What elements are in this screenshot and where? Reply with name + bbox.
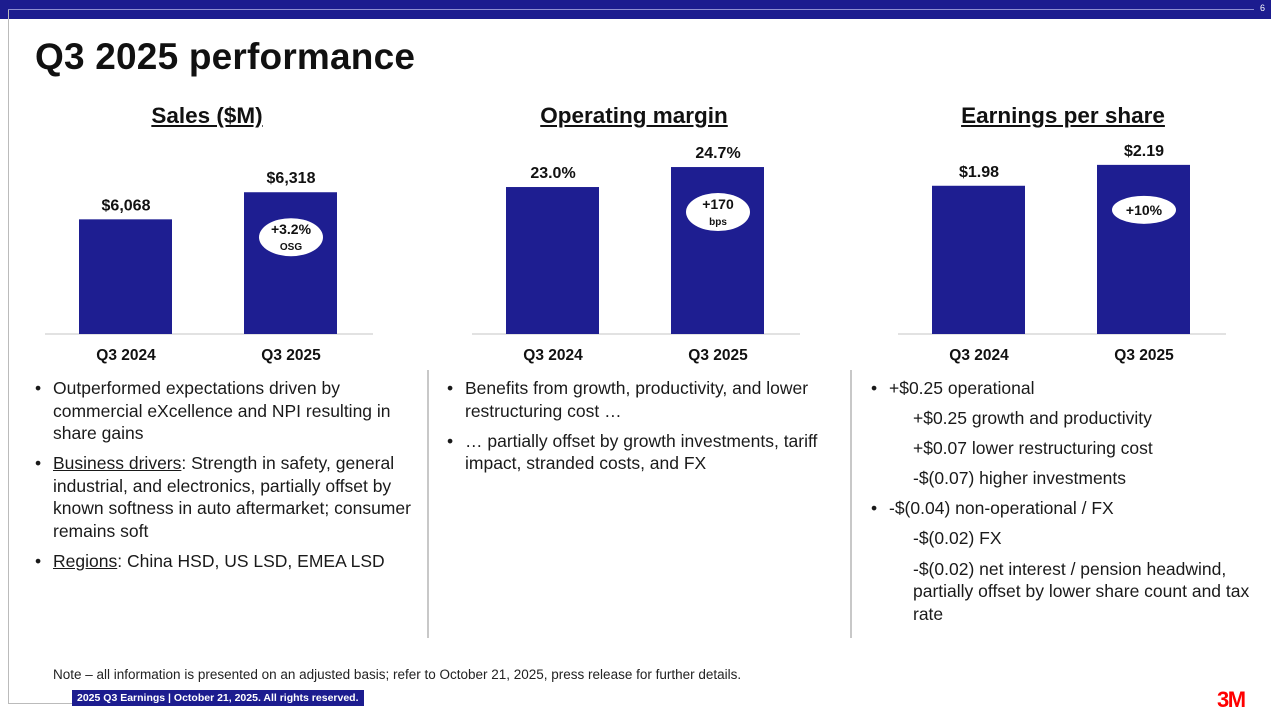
margin-commentary: Benefits from growth, productivity, and … — [447, 377, 842, 482]
bullet-text: Outperformed expectations driven by comm… — [53, 378, 391, 444]
eps-chart: $1.98 Q3 2024 $2.19 Q3 2025 +10% — [896, 140, 1226, 370]
badge-value: +3.2% — [271, 221, 312, 237]
bullet-text: -$(0.07) higher investments — [913, 468, 1127, 489]
bar-q3-2024 — [506, 187, 599, 334]
bullet-text: … partially offset by growth investments… — [465, 430, 818, 474]
category-label: Q3 2024 — [96, 347, 156, 364]
category-label: Q3 2025 — [261, 347, 321, 364]
bullet-item: Business drivers: Strength in safety, ge… — [35, 452, 425, 542]
frame-line-horizontal — [8, 703, 72, 704]
bullet-item: Regions: China HSD, US LSD, EMEA LSD — [35, 550, 425, 573]
bar-q3-2025 — [1097, 164, 1190, 334]
sub-bullet-item: +$0.25 growth and productivity — [871, 407, 1266, 430]
eps-heading: Earnings per share — [961, 103, 1165, 128]
bar-q3-2024 — [932, 185, 1025, 334]
footer-label: 2025 Q3 Earnings | October 21, 2025. All… — [72, 690, 364, 706]
bullet-item: -$(0.04) non-operational / FX — [871, 497, 1266, 520]
footnote: Note – all information is presented on a… — [53, 667, 742, 682]
sales-chart: $6,068 Q3 2024 $6,318 Q3 2025 +3.2% OSG — [43, 140, 373, 370]
bullet-text: +$0.25 growth and productivity — [913, 408, 1152, 429]
bullet-text: -$(0.02) FX — [913, 528, 1002, 549]
column-divider — [850, 370, 852, 638]
operating-margin-heading: Operating margin — [540, 103, 728, 128]
bullet-text: : Strength in safety, general industrial… — [53, 453, 411, 542]
category-label: Q3 2024 — [523, 347, 583, 364]
data-label: 23.0% — [530, 165, 575, 182]
frame-line-vertical — [8, 10, 9, 704]
bullet-label: Business drivers — [53, 453, 182, 474]
bullet-item: … partially offset by growth investments… — [447, 430, 842, 475]
sales-heading: Sales ($M) — [151, 103, 263, 128]
sub-bullet-item: -$(0.02) FX — [871, 527, 1266, 550]
chart-svg: $1.98 Q3 2024 $2.19 Q3 2025 +10% — [898, 143, 1226, 364]
chart-svg: $6,068 Q3 2024 $6,318 Q3 2025 +3.2% OSG — [45, 170, 373, 364]
data-label: $1.98 — [959, 164, 999, 181]
data-label: $2.19 — [1124, 143, 1164, 160]
change-badge — [1112, 195, 1176, 224]
operating-margin-chart: 23.0% Q3 2024 24.7% Q3 2025 +170 bps — [470, 140, 800, 370]
category-label: Q3 2025 — [688, 347, 748, 364]
bullet-text: : China HSD, US LSD, EMEA LSD — [117, 551, 385, 572]
bar-q3-2025 — [244, 192, 337, 334]
sub-bullet-item: +$0.07 lower restructuring cost — [871, 437, 1266, 460]
bullet-text: -$(0.02) net interest / pension headwind… — [913, 558, 1250, 624]
bullet-item: Outperformed expectations driven by comm… — [35, 377, 425, 445]
sub-bullet-item: -$(0.02) net interest / pension headwind… — [871, 558, 1266, 626]
change-badge — [259, 218, 323, 257]
change-badge — [686, 193, 750, 232]
badge-unit: bps — [709, 217, 727, 228]
bullet-text: -$(0.04) non-operational / FX — [889, 498, 1114, 519]
chart-svg: 23.0% Q3 2024 24.7% Q3 2025 +170 bps — [472, 145, 800, 364]
3m-logo: 3M — [1217, 687, 1246, 712]
bullet-text: +$0.07 lower restructuring cost — [913, 438, 1153, 459]
bullet-item: Benefits from growth, productivity, and … — [447, 377, 842, 422]
top-rule — [8, 9, 1254, 10]
page-number: 6 — [1259, 3, 1265, 13]
data-label: $6,318 — [267, 170, 316, 187]
column-divider — [427, 370, 429, 638]
badge-value: +170 — [702, 196, 734, 212]
category-label: Q3 2025 — [1114, 347, 1174, 364]
sales-commentary: Outperformed expectations driven by comm… — [35, 377, 425, 580]
bullet-text: Benefits from growth, productivity, and … — [465, 378, 809, 421]
category-label: Q3 2024 — [949, 347, 1009, 364]
eps-commentary: +$0.25 operational +$0.25 growth and prod… — [871, 377, 1266, 633]
bar-q3-2024 — [79, 219, 172, 334]
data-label: 24.7% — [695, 145, 740, 162]
data-label: $6,068 — [102, 197, 151, 214]
bar-q3-2025 — [671, 167, 764, 334]
bullet-item: +$0.25 operational — [871, 377, 1266, 400]
badge-unit: OSG — [280, 242, 302, 253]
badge-value: +10% — [1126, 202, 1163, 218]
bullet-label: Regions — [53, 551, 118, 572]
bullet-text: +$0.25 operational — [889, 378, 1035, 398]
page-title: Q3 2025 performance — [35, 36, 416, 77]
sub-bullet-item: -$(0.07) higher investments — [871, 467, 1266, 490]
